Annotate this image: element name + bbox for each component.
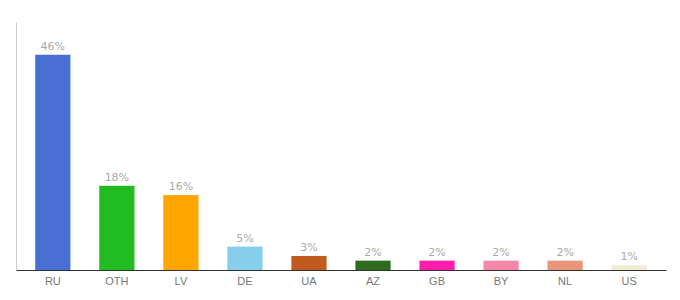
x-tick-label: US xyxy=(622,275,637,287)
x-tick: DE xyxy=(237,275,252,287)
data-label: 2% xyxy=(556,246,573,259)
x-tick-label: AZ xyxy=(366,275,380,287)
x-tick-label: BY xyxy=(494,275,509,287)
x-tick-label: LV xyxy=(175,275,188,287)
bar xyxy=(612,265,647,270)
bar xyxy=(99,186,134,270)
x-tick-label: RU xyxy=(45,275,61,287)
x-tick: GB xyxy=(429,275,445,287)
bar xyxy=(291,256,326,270)
chart: RU OTH LV DE UA AZ GB BY NL US 46% 18% 16% 5% 3% 2% 2% 2%… xyxy=(0,0,680,300)
data-label: 46% xyxy=(41,40,65,53)
data-labels: 46% 18% 16% 5% 3% 2% 2% 2% 2% 1% xyxy=(41,40,638,264)
x-tick-label: OTH xyxy=(105,275,128,287)
data-label: 3% xyxy=(300,241,317,254)
x-tick: AZ xyxy=(366,275,380,287)
y-axis-line xyxy=(16,23,17,271)
x-tick-label: DE xyxy=(237,275,252,287)
bar xyxy=(163,195,198,270)
x-tick-label: UA xyxy=(301,275,317,287)
data-label: 5% xyxy=(236,232,253,245)
data-label: 16% xyxy=(169,180,193,193)
data-label: 2% xyxy=(492,246,509,259)
x-tick: NL xyxy=(558,275,572,287)
x-tick: OTH xyxy=(105,275,128,287)
y-axis xyxy=(16,23,17,271)
bar xyxy=(548,261,583,270)
bar xyxy=(419,261,454,270)
bar xyxy=(483,261,518,270)
x-tick: UA xyxy=(301,275,317,287)
x-tick: US xyxy=(622,275,637,287)
bars xyxy=(35,55,647,270)
data-label: 18% xyxy=(105,171,129,184)
bar xyxy=(227,247,262,270)
data-label: 2% xyxy=(364,246,381,259)
x-axis: RU OTH LV DE UA AZ GB BY NL US xyxy=(17,271,667,287)
x-tick-label: NL xyxy=(558,275,572,287)
plot: RU OTH LV DE UA AZ GB BY NL US 46% 18% 16% 5% 3% 2% 2% 2%… xyxy=(17,23,667,287)
bar xyxy=(355,261,390,270)
data-label: 2% xyxy=(428,246,445,259)
x-tick-label: GB xyxy=(429,275,445,287)
x-axis-line xyxy=(17,270,667,271)
x-tick: BY xyxy=(494,275,509,287)
x-tick: RU xyxy=(45,275,61,287)
bar xyxy=(35,55,70,270)
data-label: 1% xyxy=(620,250,637,263)
x-tick: LV xyxy=(175,275,188,287)
